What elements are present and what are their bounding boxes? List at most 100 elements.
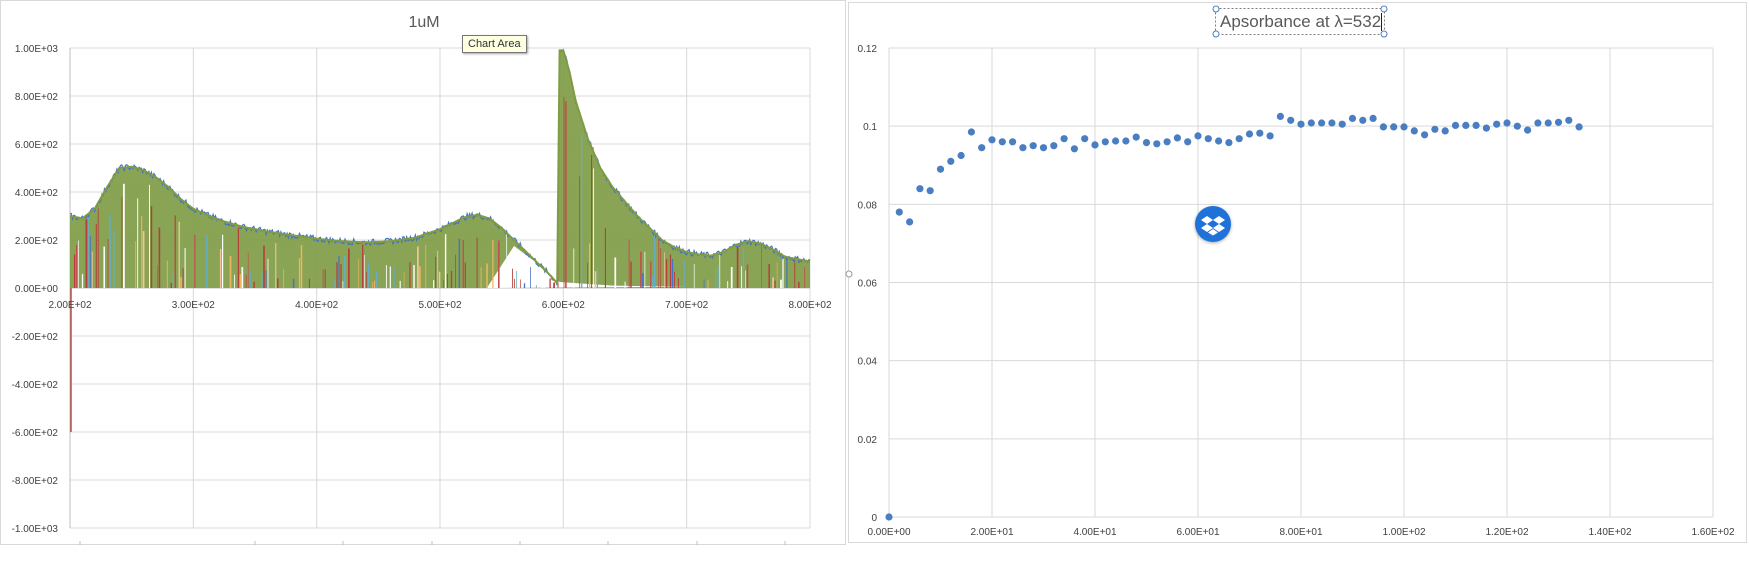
scatter-point [1225,139,1233,147]
spectrum-gap [486,246,687,288]
scatter-point [1070,145,1078,153]
title-handle[interactable] [1212,30,1220,38]
title-handle[interactable] [1380,5,1388,13]
scatter-point [1050,142,1058,150]
right-y-tick-label: 0.1 [863,122,877,133]
right-y-tick-label: 0.04 [858,357,878,368]
scatter-point [1297,120,1305,128]
title-selection-box[interactable] [1215,8,1385,35]
scatter-point [1256,129,1264,137]
right-x-tick-label: 1.60E+02 [1691,527,1735,538]
left-y-tick-label: -1.00E+03 [12,524,59,535]
right-x-tick-label: 8.00E+01 [1279,527,1323,538]
title-handle[interactable] [1212,5,1220,13]
left-y-tick-label: 6.00E+02 [15,140,59,151]
scatter-point [1153,140,1161,148]
left-bottom-tick-marks [79,541,786,545]
left-y-tick-label: -4.00E+02 [12,380,59,391]
scatter-point [1379,123,1387,131]
left-x-tick-label: 6.00E+02 [542,300,586,311]
left-x-tick-label: 5.00E+02 [418,300,462,311]
scatter-point [1503,119,1511,127]
scatter-point [1276,112,1284,120]
title-handle[interactable] [1380,30,1388,38]
scatter-point [1472,121,1480,129]
right-chart-title[interactable]: Apsorbance at λ=532 [1220,12,1381,31]
right-scatter-series [885,112,1583,521]
right-x-tick-label: 4.00E+01 [1073,527,1117,538]
scatter-point [1019,144,1027,152]
right-chart-area[interactable] [848,2,1747,543]
scatter-point [988,136,996,144]
left-chart-title: 1uM [408,14,439,31]
right-gridlines [888,47,1714,518]
left-y-tick-label: -6.00E+02 [12,428,59,439]
scatter-point [1493,120,1501,128]
scatter-point [1534,119,1542,127]
left-x-tick-label: 7.00E+02 [665,300,709,311]
scatter-point [1163,138,1171,146]
left-spectrum-bands [70,50,810,289]
scatter-point [1142,139,1151,147]
scatter-point [957,151,965,160]
scatter-point [1318,119,1326,127]
scatter-point [1060,135,1068,143]
scatter-point [1544,119,1552,127]
scatter-point [1431,125,1439,133]
right-x-tick-label: 2.00E+01 [970,527,1014,538]
right-x-tick-label: 1.00E+02 [1382,527,1426,538]
scatter-point [1513,122,1521,130]
scatter-point [1575,123,1583,131]
scatter-point [1524,126,1532,134]
right-tick-labels: 0.00E+00 2.00E+01 4.00E+01 6.00E+01 8.00E+01… [858,44,1735,538]
scatter-point [1554,118,1563,126]
dropbox-icon[interactable] [1195,206,1231,242]
scatter-point [1369,114,1377,122]
scatter-point [1173,134,1181,142]
left-tick-labels: 2.00E+02 3.00E+02 4.00E+02 5.00E+02 6.00E+02… [12,44,832,535]
scatter-point [1482,124,1490,132]
scatter-point [1081,135,1089,143]
scatter-point [916,185,924,193]
chart-area-tooltip: Chart Area [462,35,527,53]
scatter-point [1194,132,1202,140]
scatter-point [906,218,914,226]
scatter-point [1348,114,1357,122]
left-y-tick-label: 8.00E+02 [15,92,59,103]
left-y-tick-label: 0.00E+00 [15,284,59,295]
right-x-tick-label: 1.20E+02 [1485,527,1529,538]
scatter-point [1132,133,1140,141]
scatter-point [978,144,986,152]
scatter-point [1215,137,1223,145]
left-y-tick-label: 4.00E+02 [15,188,59,199]
scatter-point [1266,132,1274,140]
scatter-point [1359,116,1367,124]
scatter-point [1565,116,1573,124]
right-x-tick-label: 0.00E+00 [867,527,911,538]
scatter-point [1400,123,1408,131]
scatter-point [1039,144,1048,152]
left-x-tick-label: 4.00E+02 [295,300,339,311]
spectrum-envelope-fill [70,50,810,289]
spectrum-series-trace [70,48,811,286]
scatter-point [1245,130,1254,138]
scatter-point [1410,127,1418,135]
right-y-tick-label: 0.08 [858,200,878,211]
left-y-tick-label: -2.00E+02 [12,332,59,343]
scatter-point [1029,142,1037,150]
scatter-point [1184,138,1192,146]
left-y-tick-label: 1.00E+03 [15,44,59,55]
scatter-point [1338,120,1346,128]
right-x-tick-label: 6.00E+01 [1176,527,1220,538]
scatter-point [1101,138,1109,146]
scatter-point [967,128,976,136]
scatter-point [1287,116,1295,124]
scatter-point [1390,123,1398,131]
left-x-tick-label: 2.00E+02 [48,300,92,311]
right-y-tick-label: 0.12 [858,44,878,55]
scatter-point [998,138,1006,146]
scatter-point [926,187,934,195]
chart-resize-handle[interactable] [845,270,853,278]
scatter-point [885,513,893,521]
